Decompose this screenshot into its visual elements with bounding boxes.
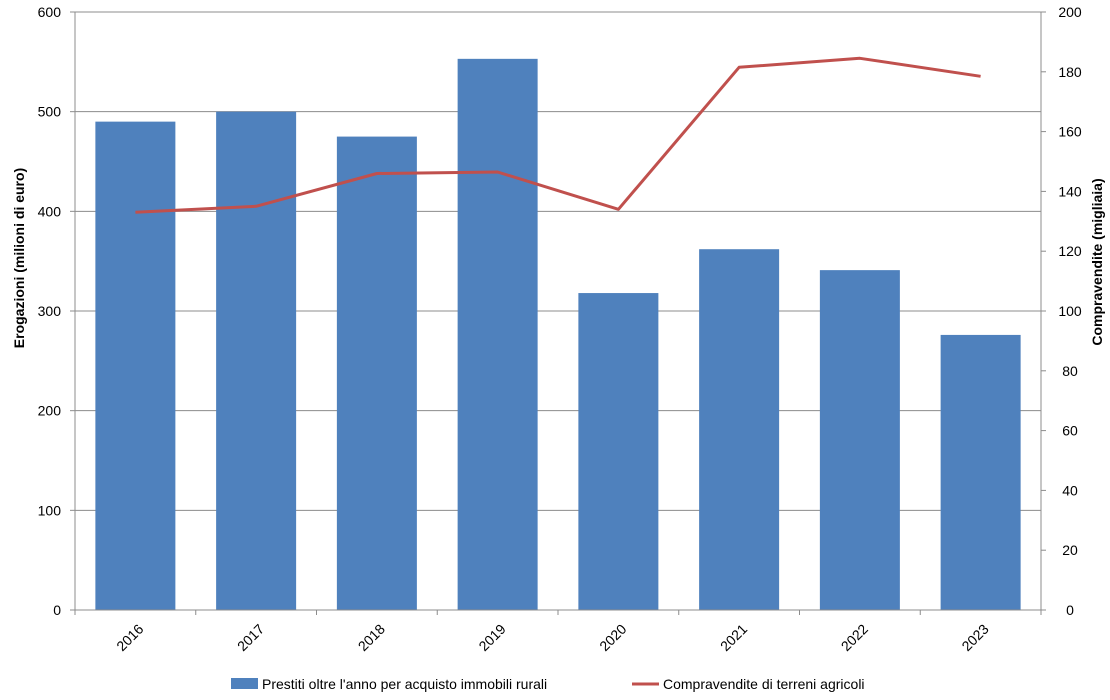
- x-tick-label: 2017: [234, 621, 267, 654]
- right-tick-label: 200: [1058, 4, 1082, 20]
- legend-label-bars: Prestiti oltre l'anno per acquisto immob…: [262, 676, 547, 692]
- x-axis-ticks: 2016 2017 2018 2019 2020 2021 2022 2023: [113, 621, 992, 654]
- x-tick-label: 2020: [596, 621, 629, 654]
- x-tick-label: 2018: [355, 621, 388, 654]
- bar: [819, 270, 900, 610]
- left-tick-label: 300: [38, 303, 62, 319]
- right-tick-label: 80: [1062, 363, 1078, 379]
- bar: [699, 249, 780, 610]
- bar: [95, 121, 176, 610]
- right-tick-label: 100: [1058, 303, 1082, 319]
- left-tick-label: 400: [38, 203, 62, 219]
- right-tick-label: 140: [1058, 183, 1082, 199]
- x-tick-label: 2016: [113, 621, 146, 654]
- left-tick-label: 0: [53, 602, 61, 618]
- bar: [336, 136, 417, 611]
- legend-label-line: Compravendite di terreni agricoli: [663, 676, 865, 692]
- axes: [70, 11, 1046, 615]
- bar: [457, 58, 538, 611]
- right-axis-ticks: 0 20 40 60 80 100 120 140 160 180 200: [1058, 4, 1082, 618]
- left-axis-title: Erogazioni (milioni di euro): [11, 168, 27, 348]
- right-tick-label: 20: [1062, 542, 1078, 558]
- x-tick-label: 2021: [717, 621, 750, 654]
- legend-swatch-bars: [231, 678, 258, 689]
- right-tick-label: 180: [1058, 64, 1082, 80]
- left-tick-label: 200: [38, 403, 62, 419]
- bar: [940, 334, 1021, 610]
- bar: [216, 111, 297, 611]
- x-tick-label: 2019: [475, 621, 508, 654]
- legend: Prestiti oltre l'anno per acquisto immob…: [231, 676, 865, 692]
- left-axis-ticks: 0 100 200 300 400 500 600: [38, 4, 62, 618]
- left-tick-label: 600: [38, 4, 62, 20]
- x-tick-label: 2023: [958, 621, 991, 654]
- line-series: [135, 56, 981, 214]
- line-path: [135, 56, 981, 214]
- right-tick-label: 0: [1066, 602, 1074, 618]
- x-tick-label: 2022: [838, 621, 871, 654]
- right-tick-label: 40: [1062, 482, 1078, 498]
- right-tick-label: 60: [1062, 423, 1078, 439]
- left-tick-label: 100: [38, 502, 62, 518]
- right-tick-label: 120: [1058, 243, 1082, 259]
- left-tick-label: 500: [38, 104, 62, 120]
- bar-series: [95, 58, 1021, 611]
- bar: [578, 293, 659, 610]
- right-tick-label: 160: [1058, 124, 1082, 140]
- right-axis-title: Compravendite (migliaia): [1089, 178, 1105, 345]
